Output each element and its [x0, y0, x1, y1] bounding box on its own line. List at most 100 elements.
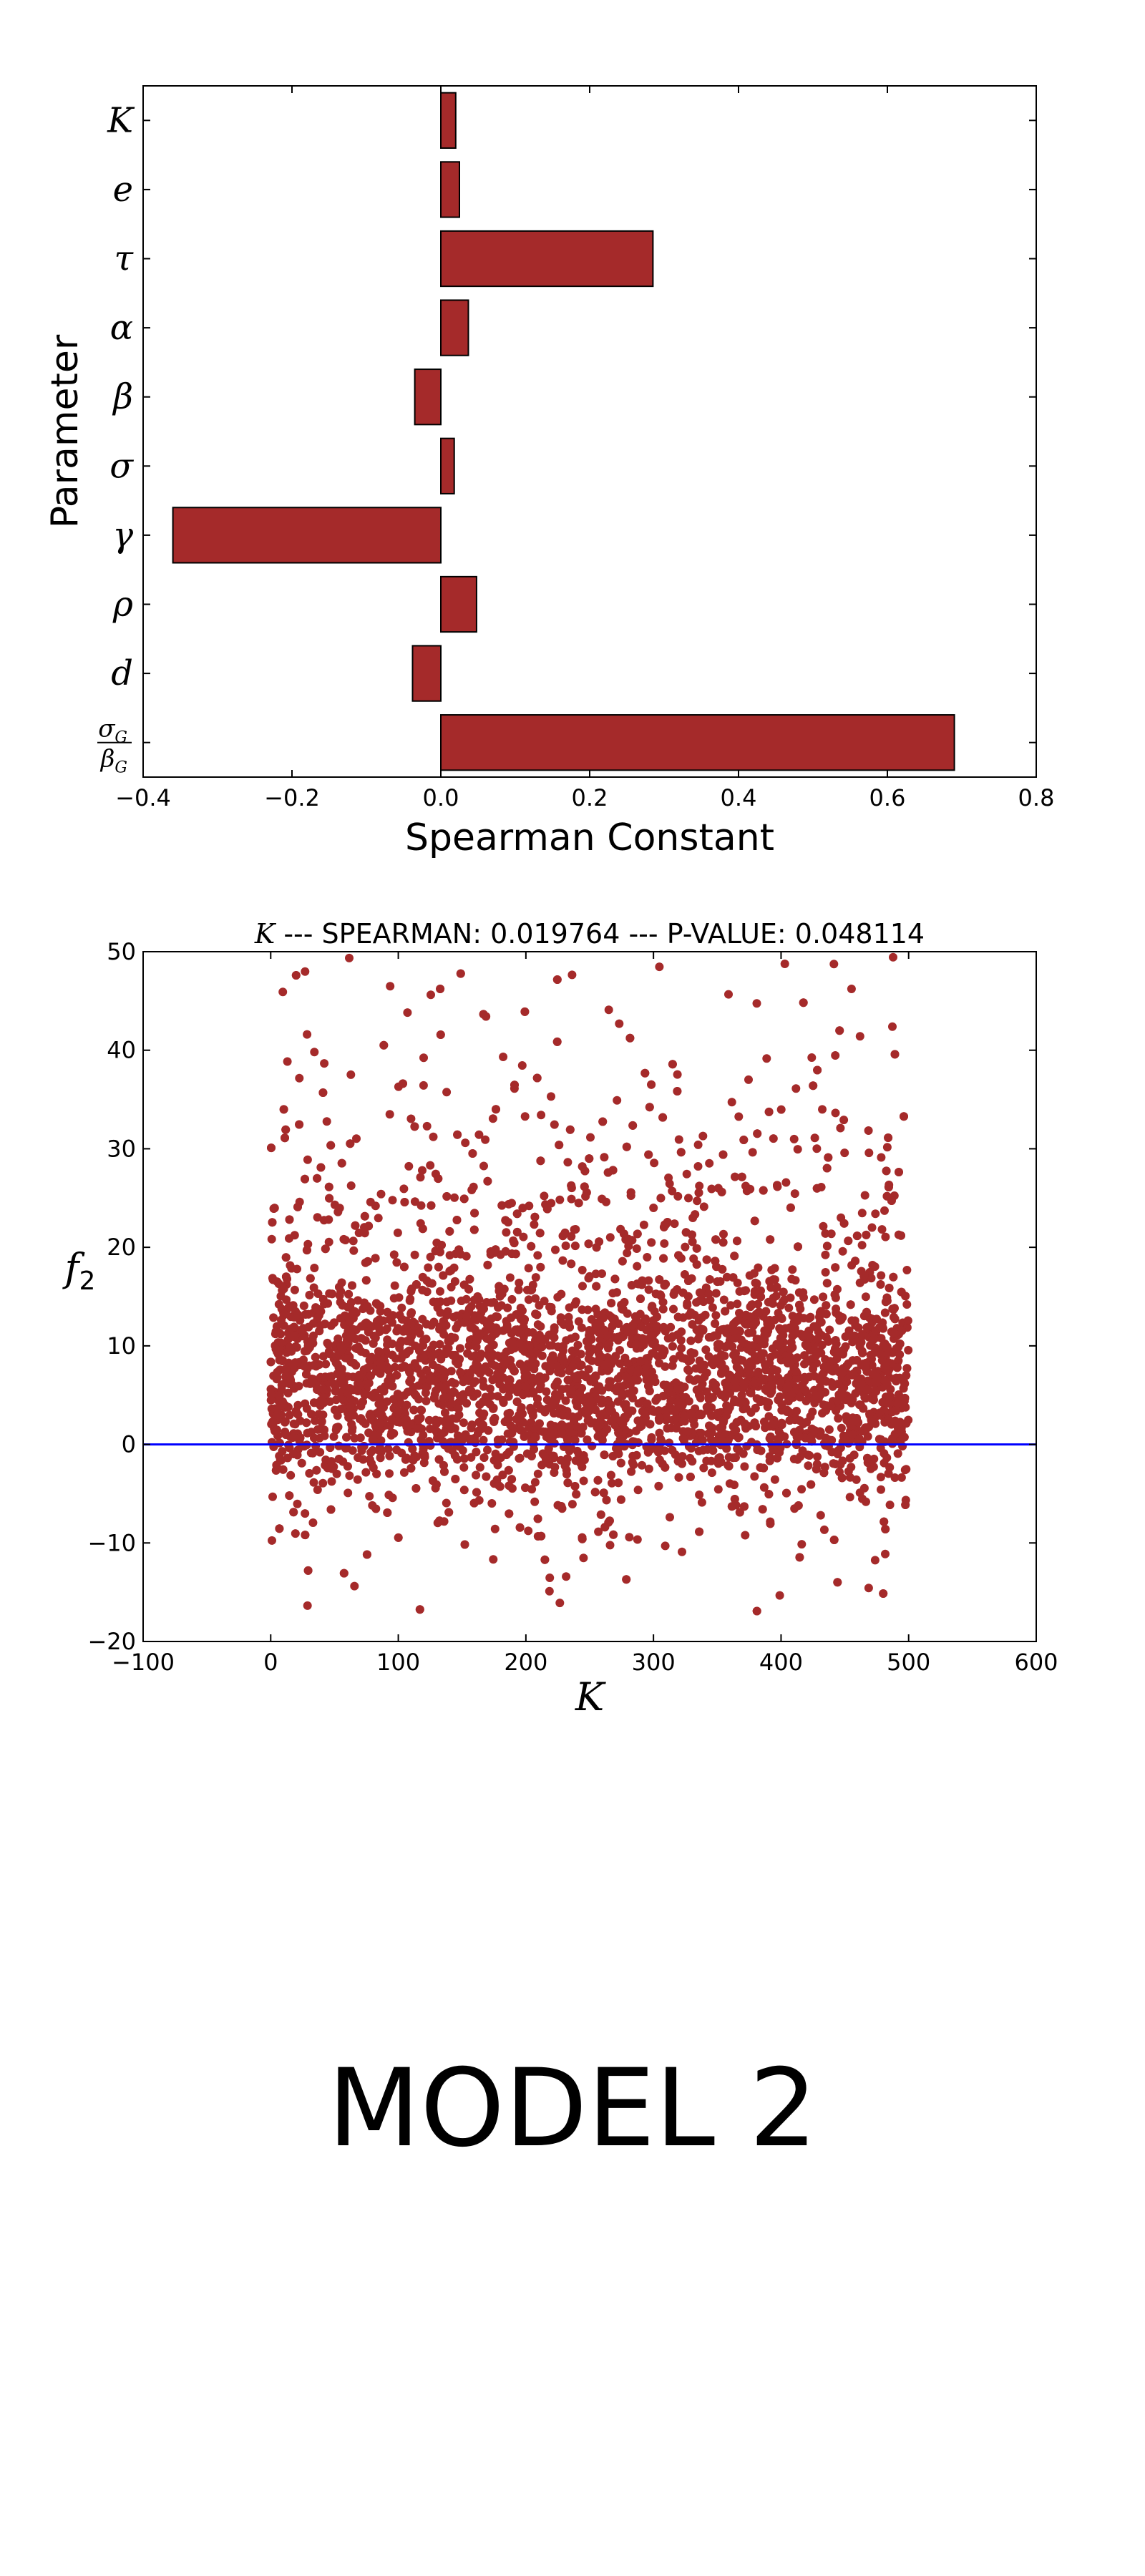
scatter-point: [694, 1410, 703, 1420]
scatter-point: [821, 1268, 830, 1277]
scatter-point: [338, 1404, 347, 1413]
scatter-point: [776, 1378, 785, 1387]
scatter-point: [864, 1148, 874, 1158]
scatter-point: [745, 1271, 754, 1280]
scatter-point: [660, 1281, 669, 1290]
scatter-point: [593, 1475, 603, 1485]
scatter-point: [445, 1226, 454, 1236]
scatter-point: [697, 1313, 706, 1322]
scatter-point: [671, 1378, 681, 1387]
scatter-point: [479, 1420, 487, 1430]
scatter-point: [290, 1285, 299, 1294]
scatter-point: [518, 1204, 527, 1213]
scatter-point: [666, 1513, 674, 1522]
scatter-point: [309, 1398, 318, 1407]
scatter-point: [586, 1133, 595, 1142]
scatter-point: [890, 1375, 899, 1383]
scatter-point: [410, 1197, 419, 1206]
scatter-point: [567, 1181, 576, 1190]
scatter-point: [643, 1253, 652, 1262]
scatter-point: [890, 1304, 899, 1313]
scatter-point: [561, 1241, 570, 1250]
scatter-point: [623, 1323, 632, 1332]
scatter-point: [514, 1382, 523, 1391]
scatter-point: [739, 1136, 749, 1144]
scatter-point: [757, 1355, 766, 1364]
scatter-point: [861, 1292, 870, 1302]
scatter-point: [822, 1406, 830, 1415]
scatter-point: [542, 1387, 551, 1396]
scatter-point: [459, 1485, 469, 1495]
scatter-point: [665, 1383, 674, 1392]
scatter-point: [842, 1412, 851, 1421]
scatter-point: [504, 1465, 513, 1475]
scatter-point: [759, 1186, 768, 1195]
scatter-point: [881, 1525, 890, 1533]
scatter-point: [313, 1485, 322, 1494]
scatter-point: [677, 1344, 686, 1353]
scatter-point: [655, 1416, 664, 1425]
scatter-point: [319, 1398, 328, 1407]
scatter-point: [365, 1355, 374, 1365]
scatter-point: [369, 1339, 378, 1348]
scatter-point: [336, 1341, 346, 1350]
scatter-point: [605, 1516, 614, 1526]
scatter-point: [454, 1404, 463, 1413]
scatter-point: [507, 1199, 516, 1208]
scatter-point: [578, 1266, 587, 1274]
scatter-point: [641, 1369, 651, 1378]
scatter-point: [407, 1308, 416, 1317]
scatter-point: [847, 985, 856, 993]
scatter-point: [702, 1402, 711, 1412]
scatter-point: [713, 1277, 722, 1287]
scatter-point: [680, 1411, 688, 1420]
scatter-point: [313, 1213, 322, 1222]
scatter-point: [801, 1385, 810, 1395]
scatter-point: [401, 1350, 411, 1359]
scatter-point: [310, 1264, 319, 1272]
scatter-point: [707, 1428, 716, 1438]
scatter-point: [677, 1327, 686, 1337]
scatter-point: [821, 1229, 830, 1238]
scatter-point: [782, 1405, 791, 1415]
scatter-point: [819, 1362, 829, 1372]
scatter-point: [881, 1364, 890, 1373]
scatter-point: [902, 1364, 912, 1373]
scatter-point: [536, 1404, 545, 1413]
scatter-point: [792, 1407, 802, 1415]
scatter-point: [742, 1186, 751, 1196]
scatter-point: [489, 1479, 499, 1488]
scatter-point: [533, 1251, 542, 1260]
scatter-point: [751, 1278, 760, 1287]
scatter-point: [499, 1053, 508, 1061]
scatter-point: [678, 1547, 686, 1556]
scatter-point: [822, 1241, 832, 1251]
scatter-point: [437, 1241, 446, 1249]
scatter-point: [418, 1224, 427, 1234]
scatter-point: [557, 1385, 567, 1394]
scatter-point: [415, 1605, 424, 1614]
scatter-point: [731, 1425, 741, 1435]
scatter-point: [567, 1232, 576, 1241]
scatter-point: [574, 1199, 583, 1208]
scatter-point: [673, 1385, 683, 1394]
scatter-point: [415, 1346, 424, 1355]
scatter-point: [321, 1360, 331, 1369]
scatter-point: [293, 1202, 302, 1211]
scatter-point: [661, 1220, 669, 1229]
scatter-point: [628, 1406, 637, 1415]
scatter-point: [711, 1319, 720, 1328]
scatter-point: [424, 1263, 433, 1272]
scatter-point: [829, 1459, 838, 1468]
scatter-point: [734, 1112, 744, 1121]
scatter-point: [388, 1493, 397, 1503]
scatter-point: [286, 1324, 295, 1334]
scatter-point: [332, 1423, 341, 1432]
scatter-point: [392, 1445, 401, 1455]
scatter-point: [763, 1319, 772, 1329]
bar-x-tick-label: −0.4: [115, 784, 171, 811]
scatter-point: [839, 1431, 848, 1440]
scatter-point: [490, 1414, 500, 1423]
scatter-point: [551, 1245, 560, 1254]
scatter-point: [361, 1468, 371, 1477]
